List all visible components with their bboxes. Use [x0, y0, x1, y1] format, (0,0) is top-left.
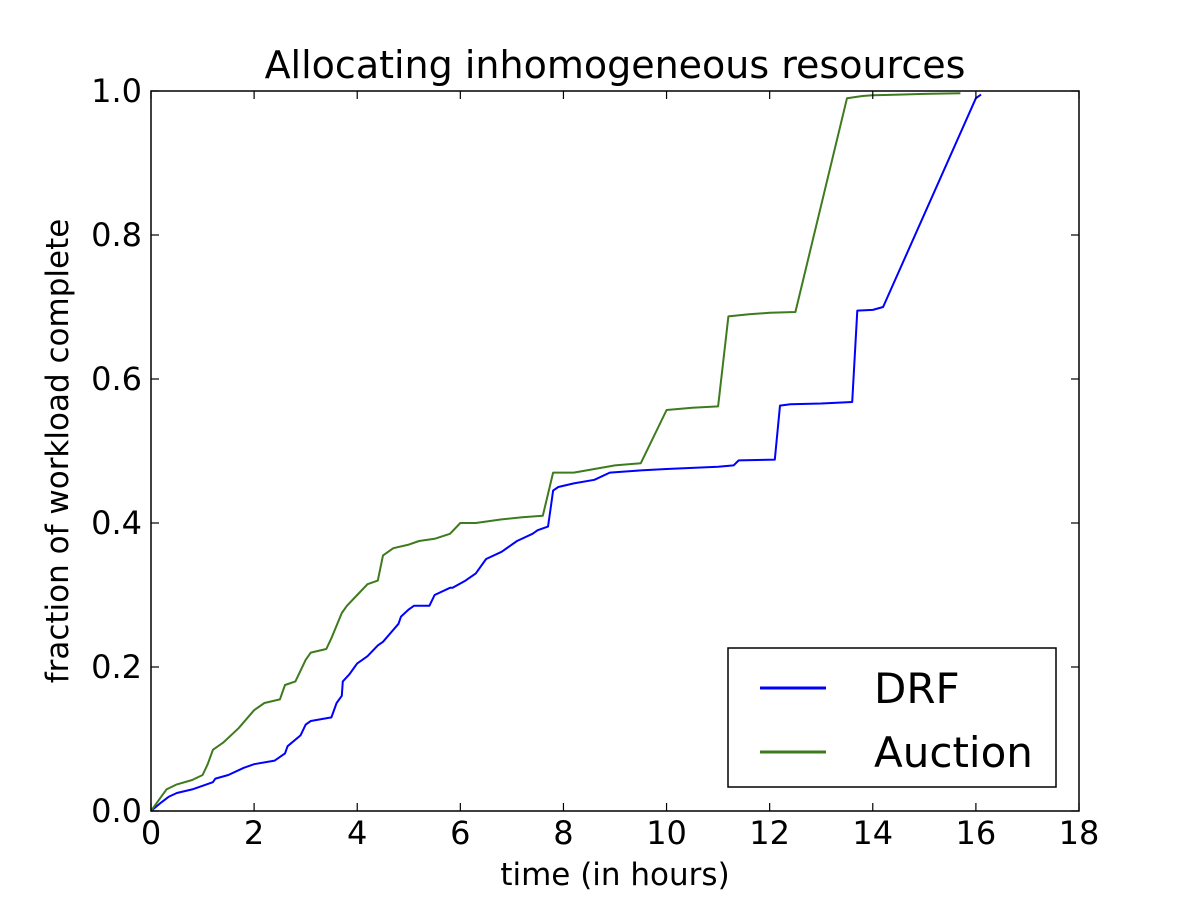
- x-tick-label: 4: [347, 814, 367, 852]
- y-tick-label: 0.2: [91, 648, 142, 686]
- y-axis-ticks: 0.0 0.2 0.4 0.6 0.8 1.0: [91, 72, 1079, 830]
- y-tick-label: 0.6: [91, 360, 142, 398]
- legend-label-auction: Auction: [874, 728, 1033, 777]
- x-axis-label: time (in hours): [500, 857, 729, 893]
- legend-box: [727, 647, 1057, 788]
- plot-frame: [150, 90, 1080, 812]
- x-tick-label: 2: [244, 814, 264, 852]
- x-tick-label: 14: [852, 814, 893, 852]
- y-tick-label: 0.0: [91, 792, 142, 830]
- plot-area: [150, 90, 1080, 812]
- x-tick-label: 6: [450, 814, 470, 852]
- y-tick-label: 1.0: [91, 72, 142, 110]
- y-tick-label: 0.4: [91, 504, 142, 542]
- x-tick-label: 8: [553, 814, 573, 852]
- y-tick-label: 0.8: [91, 216, 142, 254]
- x-tick-label: 18: [1059, 814, 1100, 852]
- series-line-drf: [150, 93, 982, 812]
- y-axis-label: fraction of workload complete: [40, 219, 76, 684]
- series-line-auction: [150, 92, 961, 812]
- legend-label-drf: DRF: [874, 664, 960, 713]
- x-axis-ticks: 0 2 4 6 8 10 12 14 16 18: [141, 91, 1100, 852]
- x-tick-label: 16: [956, 814, 997, 852]
- x-tick-label: 10: [646, 814, 687, 852]
- x-tick-label: 12: [749, 814, 790, 852]
- legend: DRF Auction: [727, 647, 1057, 788]
- x-tick-label: 0: [141, 814, 161, 852]
- series-layer: [150, 92, 982, 812]
- chart-title: Allocating inhomogeneous resources: [265, 43, 966, 87]
